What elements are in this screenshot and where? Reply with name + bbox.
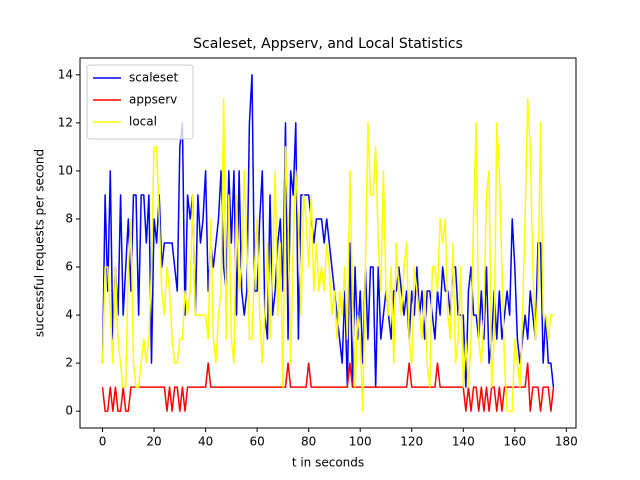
legend-box [86, 64, 194, 140]
x-tick-label: 100 [349, 435, 372, 449]
axes-frame [79, 57, 577, 429]
x-tick-label: 120 [400, 435, 423, 449]
y-tick-label: 8 [65, 211, 73, 225]
legend-label: scaleset [129, 71, 179, 85]
x-axis-label: t in seconds [292, 456, 364, 470]
x-tick-label: 60 [250, 435, 265, 449]
x-tick-label: 40 [198, 435, 213, 449]
x-tick-label: 80 [301, 435, 316, 449]
chart-title: Scaleset, Appserv, and Local Statistics [193, 36, 463, 52]
series-line [101, 98, 554, 412]
y-tick-label: 2 [65, 356, 73, 370]
y-tick-label: 0 [65, 404, 73, 418]
legend-label: local [129, 115, 157, 129]
y-tick-label: 10 [58, 163, 73, 177]
x-tick-label: 0 [99, 435, 107, 449]
y-tick-label: 12 [58, 115, 73, 129]
legend-label: appserv [129, 93, 177, 107]
legend: scaleset appserv local [86, 64, 194, 140]
plot-area [101, 74, 555, 412]
series-line [101, 362, 555, 412]
y-axis-label: successful requests per second [33, 149, 47, 337]
x-tick-label: 180 [555, 435, 578, 449]
x-tick-label: 160 [503, 435, 526, 449]
y-tick-label: 6 [65, 260, 73, 274]
y-tick-label: 4 [65, 308, 73, 322]
x-tick-label: 140 [452, 435, 475, 449]
y-tick-label: 14 [58, 67, 73, 81]
x-tick-label: 20 [146, 435, 161, 449]
